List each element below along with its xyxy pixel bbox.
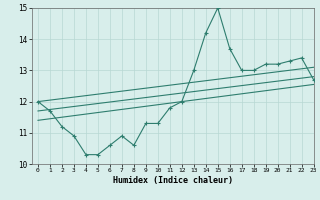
X-axis label: Humidex (Indice chaleur): Humidex (Indice chaleur) [113,176,233,185]
